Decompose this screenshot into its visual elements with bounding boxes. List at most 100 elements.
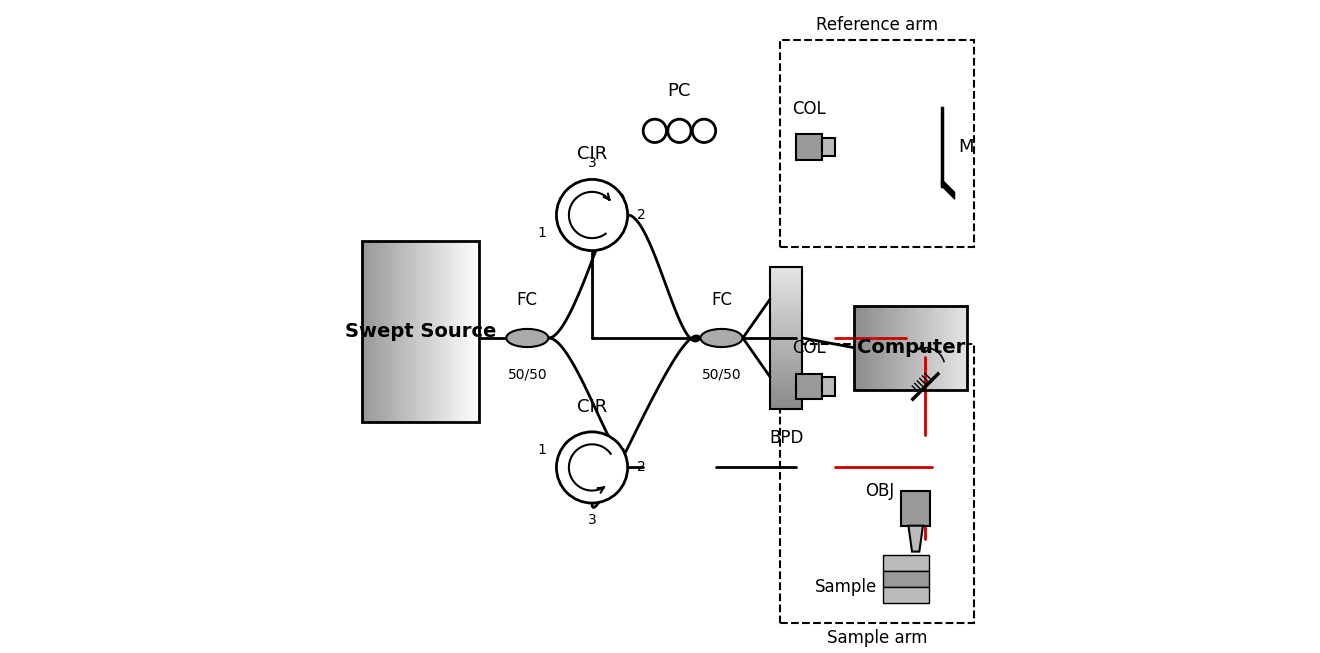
Bar xyxy=(470,241,471,422)
Bar xyxy=(462,241,465,422)
Bar xyxy=(437,241,440,422)
Circle shape xyxy=(557,180,627,251)
Bar xyxy=(474,241,477,422)
Bar xyxy=(863,306,866,390)
Bar xyxy=(383,241,385,422)
Bar xyxy=(919,306,923,390)
Bar xyxy=(770,319,803,324)
Bar xyxy=(770,295,803,300)
Bar xyxy=(467,241,470,422)
Bar xyxy=(770,381,803,385)
Text: CIR: CIR xyxy=(577,398,607,416)
Bar xyxy=(883,306,886,390)
Text: 1: 1 xyxy=(537,226,546,240)
Bar xyxy=(371,241,374,422)
Circle shape xyxy=(693,119,715,142)
Bar xyxy=(854,306,857,390)
Text: COL: COL xyxy=(792,340,826,357)
Bar xyxy=(407,241,409,422)
Bar xyxy=(770,276,803,281)
Bar xyxy=(770,310,803,314)
Bar xyxy=(425,241,428,422)
Bar xyxy=(453,241,455,422)
Bar xyxy=(455,241,458,422)
Bar xyxy=(896,306,899,390)
Bar xyxy=(413,241,416,422)
Bar xyxy=(956,306,958,390)
Text: 50/50: 50/50 xyxy=(507,367,546,381)
Bar xyxy=(883,571,929,587)
Bar xyxy=(451,241,453,422)
Bar xyxy=(391,241,392,422)
Bar xyxy=(458,241,461,422)
Bar xyxy=(770,314,803,319)
Bar xyxy=(446,241,449,422)
Bar xyxy=(770,352,803,357)
Bar xyxy=(461,241,462,422)
Bar xyxy=(945,306,948,390)
Text: 1: 1 xyxy=(537,443,546,456)
Bar xyxy=(770,366,803,371)
Bar xyxy=(871,306,874,390)
Bar xyxy=(770,286,803,291)
Bar xyxy=(422,241,425,422)
Polygon shape xyxy=(908,526,923,552)
Bar xyxy=(854,306,968,390)
Bar xyxy=(931,306,933,390)
Bar xyxy=(401,241,404,422)
Bar xyxy=(411,241,413,422)
Bar xyxy=(908,306,911,390)
Bar xyxy=(770,362,803,366)
Bar xyxy=(822,138,834,156)
Bar xyxy=(770,281,803,286)
Text: OBJ: OBJ xyxy=(866,482,895,500)
Bar xyxy=(432,241,434,422)
Bar xyxy=(430,241,432,422)
Bar xyxy=(948,306,950,390)
Bar xyxy=(385,241,388,422)
Bar xyxy=(780,40,974,247)
Bar xyxy=(770,300,803,305)
Bar xyxy=(939,306,942,390)
Bar xyxy=(770,267,803,409)
Bar xyxy=(421,241,422,422)
Bar xyxy=(395,241,397,422)
Bar xyxy=(879,306,883,390)
Bar xyxy=(958,306,962,390)
Bar xyxy=(381,241,383,422)
Text: CIR: CIR xyxy=(577,145,607,163)
Bar xyxy=(379,241,381,422)
Bar xyxy=(770,404,803,409)
Bar xyxy=(770,390,803,395)
Bar xyxy=(923,306,925,390)
Bar xyxy=(770,267,803,272)
Circle shape xyxy=(668,119,692,142)
Bar xyxy=(780,345,974,623)
Bar xyxy=(770,400,803,404)
Text: FC: FC xyxy=(711,291,733,309)
Bar xyxy=(770,305,803,310)
Bar xyxy=(891,306,894,390)
Bar xyxy=(388,241,391,422)
Text: COL: COL xyxy=(792,100,826,118)
Bar xyxy=(770,395,803,400)
Bar xyxy=(886,306,888,390)
Bar xyxy=(362,241,479,422)
Bar xyxy=(770,291,803,295)
Bar xyxy=(409,241,411,422)
Bar xyxy=(770,324,803,328)
Bar xyxy=(903,306,906,390)
Bar xyxy=(933,306,936,390)
Bar xyxy=(416,241,418,422)
Circle shape xyxy=(557,432,627,503)
Bar xyxy=(965,306,968,390)
Bar xyxy=(869,306,871,390)
Bar xyxy=(874,306,876,390)
Bar xyxy=(376,241,379,422)
Bar xyxy=(770,347,803,352)
Bar xyxy=(888,306,891,390)
Bar xyxy=(770,333,803,338)
Bar xyxy=(441,241,444,422)
Bar xyxy=(428,241,430,422)
Bar xyxy=(822,377,834,396)
